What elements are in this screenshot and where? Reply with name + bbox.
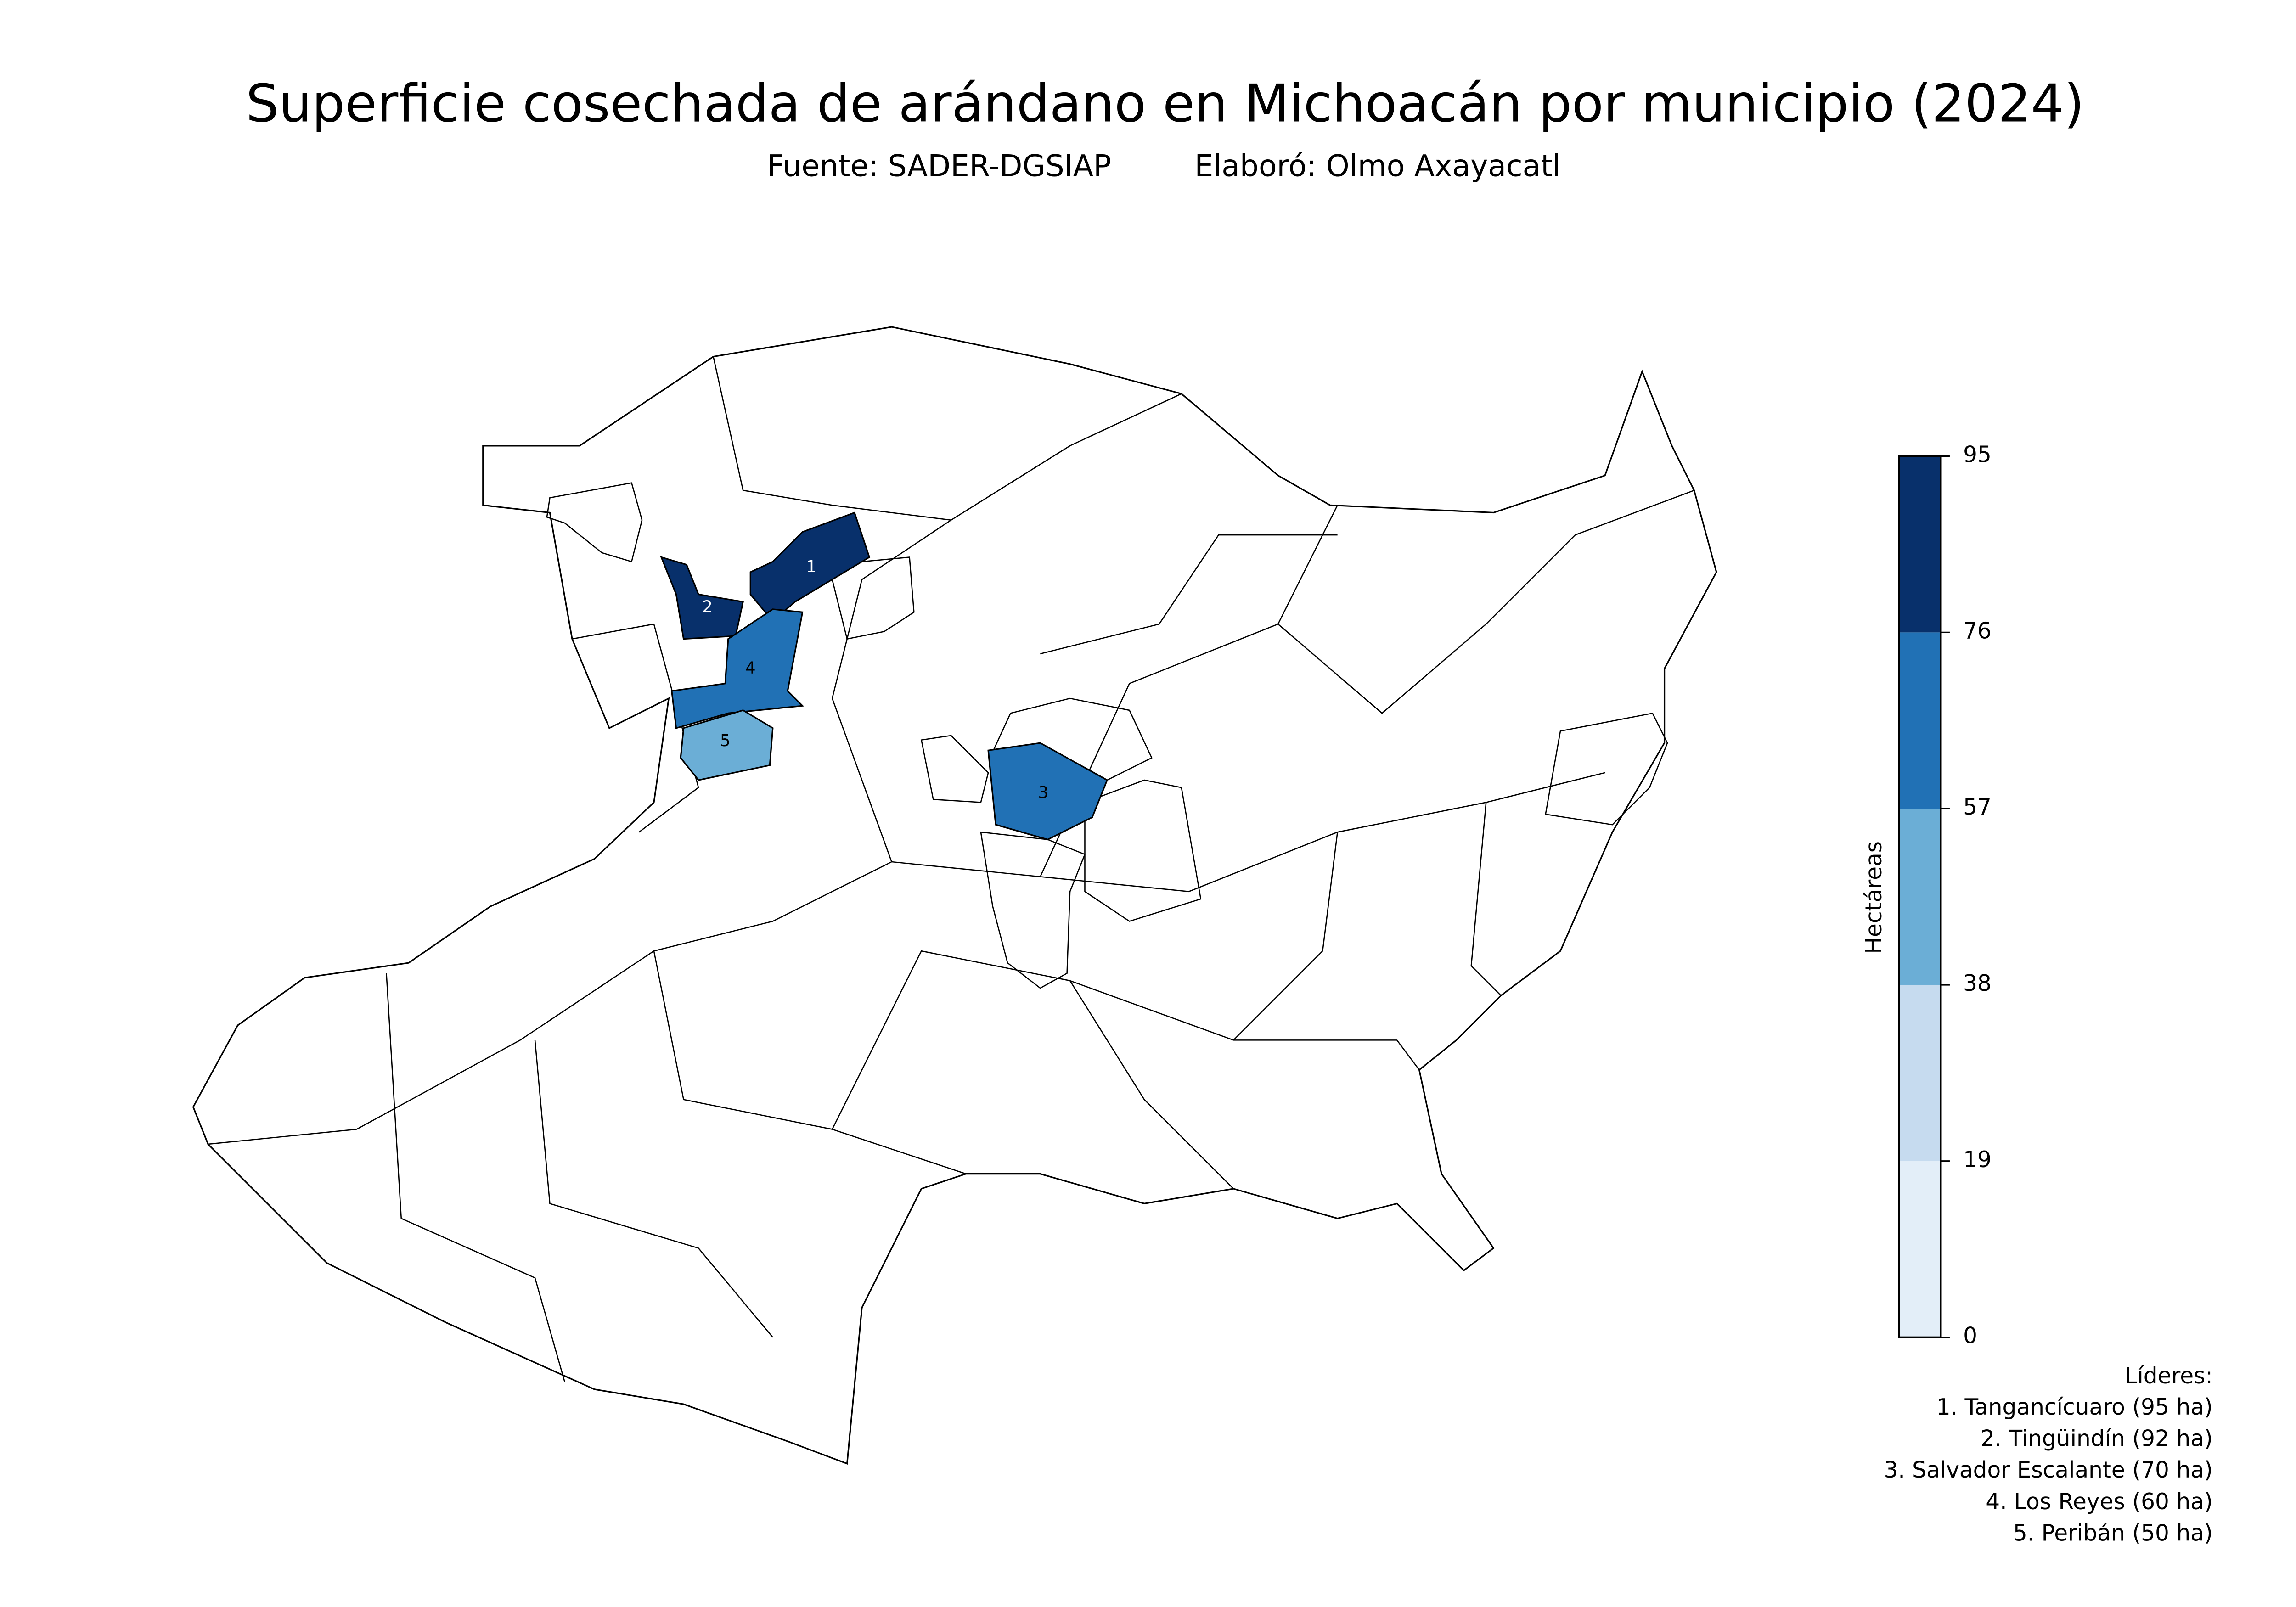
leader-municipalities: 1 2 3 4 5 — [660, 511, 1109, 841]
leaders-title: Líderes: — [2125, 1363, 2213, 1389]
colorbar-label: Hectáreas — [1861, 841, 1887, 954]
municipality — [680, 709, 774, 781]
map-rank-label: 1 — [806, 557, 817, 576]
title: Superficie cosechada de arándano en Mich… — [246, 73, 2084, 134]
leader-entry: 1. Tangancícuaro (95 ha) — [1936, 1394, 2213, 1420]
leader-entry: 3. Salvador Escalante (70 ha) — [1884, 1457, 2212, 1483]
municipality — [987, 742, 1109, 841]
colorbar-bin — [1899, 456, 1941, 633]
colorbar-tick-label: 76 — [1963, 618, 1992, 644]
leader-entry: 2. Tingüindín (92 ha) — [1981, 1426, 2213, 1452]
author: Elaboró: Olmo Axayacatl — [1194, 149, 1560, 183]
municipality — [749, 511, 871, 623]
colorbar-tick-label: 0 — [1963, 1323, 1977, 1349]
colorbar-frame — [1898, 455, 1942, 1338]
map-rank-label: 5 — [720, 731, 731, 750]
colorbar-tick-label: 57 — [1963, 794, 1992, 820]
municipality — [670, 608, 805, 729]
map-rank-label: 2 — [702, 598, 713, 617]
municipality — [660, 556, 744, 640]
leader-entry: 5. Peribán (50 ha) — [2013, 1520, 2213, 1546]
map-rank-label: 4 — [745, 658, 756, 677]
municipal-borders — [208, 356, 1694, 1382]
colorbar-tick-label: 95 — [1963, 442, 1992, 468]
colorbar-tick-label: 38 — [1963, 971, 1992, 996]
colorbar-bin — [1899, 1161, 1941, 1337]
state-map: 1 2 3 4 5 — [192, 326, 1717, 1465]
colorbar: 0 19 38 57 76 95 — [1898, 442, 1992, 1349]
colorbar-bin — [1899, 984, 1941, 1161]
colorbar-tick-label: 19 — [1963, 1147, 1992, 1173]
state-outline — [192, 326, 1717, 1465]
leader-entry: 4. Los Reyes (60 ha) — [1986, 1489, 2213, 1515]
colorbar-bin — [1899, 632, 1941, 809]
source: Fuente: SADER-DGSIAP — [767, 149, 1112, 183]
colorbar-bin — [1899, 809, 1941, 985]
map-rank-label: 3 — [1038, 783, 1049, 802]
leaders-list: Líderes: 1. Tangancícuaro (95 ha) 2. Ting… — [1884, 1363, 2212, 1546]
